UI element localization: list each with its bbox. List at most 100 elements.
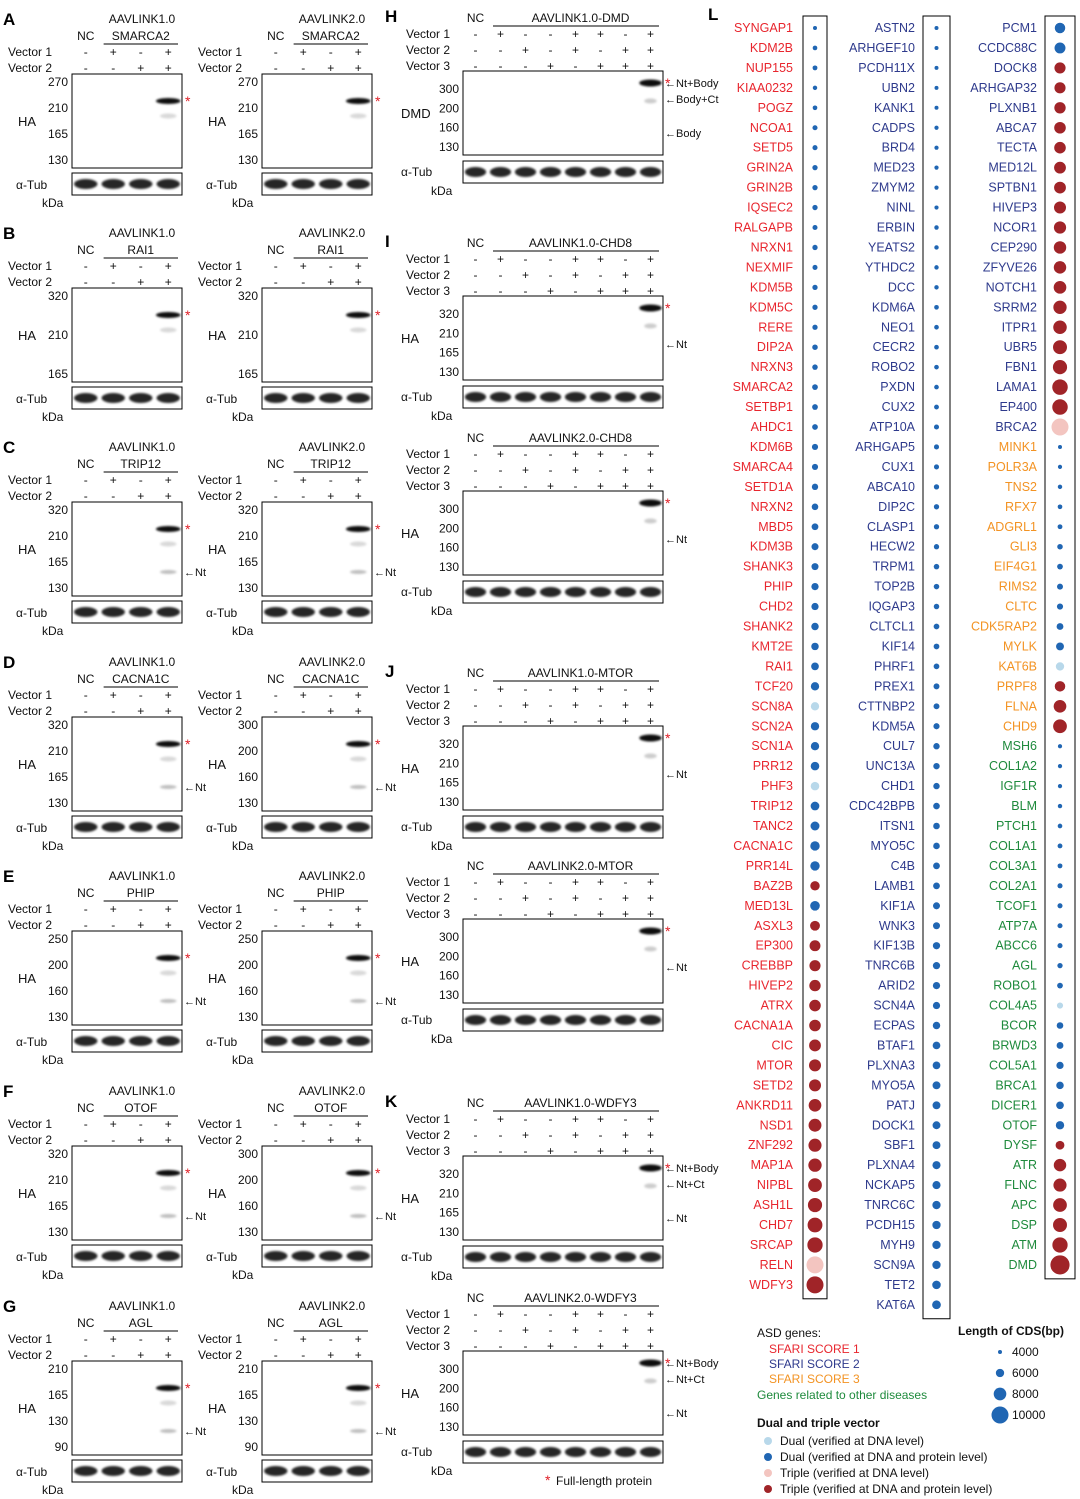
gene-name: RFX7 — [1005, 500, 1037, 514]
vector-sign: - — [624, 1112, 628, 1126]
nt-band — [350, 1429, 367, 1433]
gene-dot — [810, 682, 820, 691]
gene-name: SCN1A — [751, 739, 793, 753]
vector-sign: + — [597, 284, 604, 298]
vector-sign: + — [327, 489, 334, 503]
vector-sign: - — [274, 489, 278, 503]
gene-name: SMARCA2 — [733, 380, 793, 394]
vector-sign: + — [597, 875, 604, 889]
gene-dot — [1053, 699, 1067, 713]
full-length-star: * — [185, 521, 191, 537]
mw-label: 300 — [439, 1362, 459, 1376]
vector-sign: + — [110, 1332, 117, 1346]
full-length-star: * — [665, 730, 671, 746]
mw-label: 130 — [439, 1420, 459, 1434]
vector-1-label: Vector 1 — [198, 259, 242, 273]
vector-sign: - — [84, 1332, 88, 1346]
vector-sign: + — [622, 59, 629, 73]
tubulin-band — [156, 607, 180, 617]
mw-label: 200 — [238, 1173, 258, 1187]
gene-name: ADGRL1 — [987, 520, 1037, 534]
gene-dot — [934, 185, 939, 190]
vector-sign: - — [624, 447, 628, 461]
gene-name: PRR12 — [753, 759, 793, 773]
size-legend-label: 6000 — [1012, 1366, 1039, 1380]
gene-dot — [1057, 903, 1063, 909]
legend-score1: SFARI SCORE 1 — [769, 1342, 860, 1356]
gene-name: BLM — [1011, 799, 1037, 813]
vector-sign: + — [597, 27, 604, 41]
gene-dot — [808, 1178, 822, 1192]
vector-1-label: Vector 1 — [198, 1332, 242, 1346]
gene-dot — [933, 862, 940, 870]
vector-sign: + — [647, 252, 654, 266]
gene-dot — [1057, 783, 1063, 789]
vector-sign: + — [137, 275, 144, 289]
vector-sign: - — [499, 698, 503, 712]
gene-label: TRIP12 — [120, 457, 161, 471]
gene-name: TNRC6B — [865, 959, 915, 973]
gene-name: PRPF8 — [997, 679, 1037, 693]
vector-sign: + — [110, 1117, 117, 1131]
vector-sign: - — [301, 918, 305, 932]
gene-label: OTOF — [314, 1101, 347, 1115]
vector-sign: + — [300, 45, 307, 59]
gene-name: CIC — [771, 1038, 793, 1052]
vector-sign: + — [497, 1307, 504, 1321]
gene-column-2: ASTN2 ARHGEF10 PCDH11X UBN2 KANK1 CADPS BRD4 ME… — [849, 15, 951, 1320]
tubulin-band — [264, 179, 288, 189]
tubulin-band — [514, 1252, 537, 1262]
gene-name: MYH9 — [880, 1238, 915, 1252]
full-length-star: * — [665, 300, 671, 316]
vector-sign: - — [499, 907, 503, 921]
gene-name: GRIN2A — [746, 161, 793, 175]
vector-sign: - — [274, 1133, 278, 1147]
gene-name: KDM6B — [750, 440, 793, 454]
gene-dot — [1053, 1218, 1067, 1232]
full-length-star: * — [375, 307, 381, 323]
full-length-band — [155, 526, 181, 532]
gene-dot — [1051, 418, 1069, 436]
vector-sign: + — [647, 1307, 654, 1321]
vector-sign: + — [522, 1323, 529, 1337]
size-legend-label: 8000 — [1012, 1387, 1039, 1401]
tubulin-band — [614, 167, 637, 177]
tubulin-band — [264, 1466, 288, 1476]
gene-name: NCOR1 — [993, 221, 1037, 235]
arrow-label: ←Body+Ct — [665, 94, 719, 106]
gene-name: POGZ — [758, 101, 794, 115]
gene-name: CUL7 — [883, 739, 915, 753]
size-legend-dot — [998, 1350, 1002, 1354]
vector-sign: + — [300, 688, 307, 702]
gene-dot — [933, 842, 940, 850]
full-length-star: * — [185, 93, 191, 109]
gene-dot — [809, 960, 821, 972]
gene-name: RAI1 — [765, 659, 793, 673]
gene-name: TNRC6C — [864, 1198, 915, 1212]
mw-label: 200 — [439, 1381, 459, 1395]
blot-title: AAVLINK2.0-MTOR — [528, 859, 634, 873]
gene-dot — [1055, 1121, 1065, 1130]
ha-label: HA — [208, 114, 226, 129]
kda-label: kDa — [431, 1269, 453, 1283]
tubulin-frame — [462, 815, 664, 839]
vector-sign: - — [474, 284, 478, 298]
gene-dot — [932, 962, 941, 970]
arrow-label: ←Nt — [374, 1211, 396, 1223]
mw-label: 165 — [48, 1388, 68, 1402]
gene-dot — [810, 722, 820, 731]
arrow-label: ←Nt+Ct — [665, 1374, 704, 1386]
tubulin-frame — [71, 172, 183, 196]
mw-label: 130 — [439, 560, 459, 574]
gene-name: FLNC — [1004, 1178, 1037, 1192]
vector-2-label: Vector 2 — [198, 61, 242, 75]
gene-label: AGL — [129, 1316, 153, 1330]
gene-name: SCN9A — [873, 1258, 915, 1272]
mw-label: 300 — [439, 502, 459, 516]
legend-dot — [764, 1485, 772, 1493]
gene-name: ABCA10 — [867, 480, 915, 494]
tubulin-frame — [261, 1244, 373, 1268]
vector-sign: + — [572, 27, 579, 41]
gene-dot — [812, 344, 818, 350]
full-length-star: * — [375, 93, 381, 109]
